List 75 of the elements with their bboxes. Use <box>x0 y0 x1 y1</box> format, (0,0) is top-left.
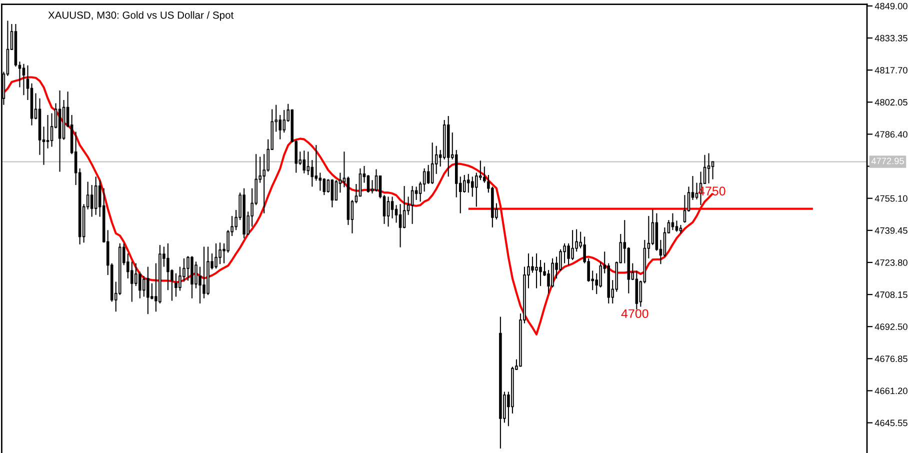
candlestick <box>318 172 322 192</box>
candlestick <box>651 208 654 246</box>
candlestick <box>202 246 206 299</box>
y-tick-label: 4723.80 <box>874 259 908 266</box>
y-tick-label: 4849.00 <box>874 2 908 10</box>
candlestick <box>390 196 394 219</box>
candlestick <box>214 242 218 270</box>
candlestick <box>683 194 686 224</box>
y-tick-label: 4692.50 <box>874 324 908 330</box>
candlestick <box>306 151 310 176</box>
y-tick-label: 4817.70 <box>874 66 908 74</box>
candlestick <box>130 261 134 302</box>
candlestick <box>174 272 178 298</box>
candlestick <box>46 114 50 149</box>
y-tick-label: 4802.05 <box>874 99 908 106</box>
candlestick <box>386 196 390 228</box>
candlestick <box>410 186 414 224</box>
candlestick <box>567 242 570 266</box>
candlestick <box>302 150 306 174</box>
candlestick <box>278 114 282 140</box>
annotation: 4700 <box>621 309 648 318</box>
candlestick <box>671 212 674 231</box>
candlestick <box>134 262 138 287</box>
candlestick <box>310 159 314 188</box>
candlestick <box>711 161 714 180</box>
text: XAUUSD, M30: Gold vs US Dollar / Spot <box>48 11 234 21</box>
candlestick <box>314 144 318 182</box>
candlestick <box>330 178 334 208</box>
candlestick <box>90 184 94 218</box>
candlestick <box>398 204 402 248</box>
candlestick <box>198 266 202 304</box>
candlestick <box>94 176 98 216</box>
candlestick <box>471 176 474 198</box>
candlestick <box>138 271 142 299</box>
candlestick <box>539 259 542 287</box>
candlestick <box>218 242 222 265</box>
candlestick <box>483 166 486 184</box>
candlestick <box>22 63 26 96</box>
candlestick <box>559 248 562 272</box>
candlestick <box>142 275 146 298</box>
y-tick-label: 4676.85 <box>874 356 908 362</box>
candlestick <box>531 256 534 274</box>
y-tick-label: 4739.45 <box>874 227 908 234</box>
candlestick <box>322 178 326 196</box>
ref-line-label: 4772.95 <box>871 158 904 164</box>
y-tick-label: 4661.20 <box>874 388 908 394</box>
candlestick <box>599 261 602 288</box>
candlestick <box>146 266 150 315</box>
candlestick <box>430 142 434 185</box>
candlestick <box>535 252 538 289</box>
y-tick-label: 4786.40 <box>874 131 908 138</box>
candlestick <box>426 164 430 185</box>
candlestick <box>366 174 370 194</box>
candlestick <box>402 186 406 229</box>
y-tick-label: 4708.15 <box>874 291 908 298</box>
candlestick <box>463 174 466 194</box>
candlestick <box>178 266 182 292</box>
candlestick <box>166 242 170 291</box>
candlestick <box>707 152 710 184</box>
candlestick <box>467 173 470 194</box>
candlestick <box>551 258 554 288</box>
candlestick <box>194 261 198 289</box>
candlestick <box>334 180 338 202</box>
candlestick <box>475 172 478 208</box>
candlestick <box>695 182 698 200</box>
y-tick-label: 4833.35 <box>874 34 908 42</box>
candlestick <box>571 230 574 261</box>
candlestick <box>226 230 230 254</box>
candlestick <box>50 112 54 148</box>
candlestick <box>675 220 678 232</box>
y-tick-label: 4645.55 <box>874 420 908 426</box>
candlestick <box>186 256 190 282</box>
candlestick <box>282 110 286 134</box>
candlestick <box>422 168 426 192</box>
y-tick-label: 4755.10 <box>874 195 908 202</box>
